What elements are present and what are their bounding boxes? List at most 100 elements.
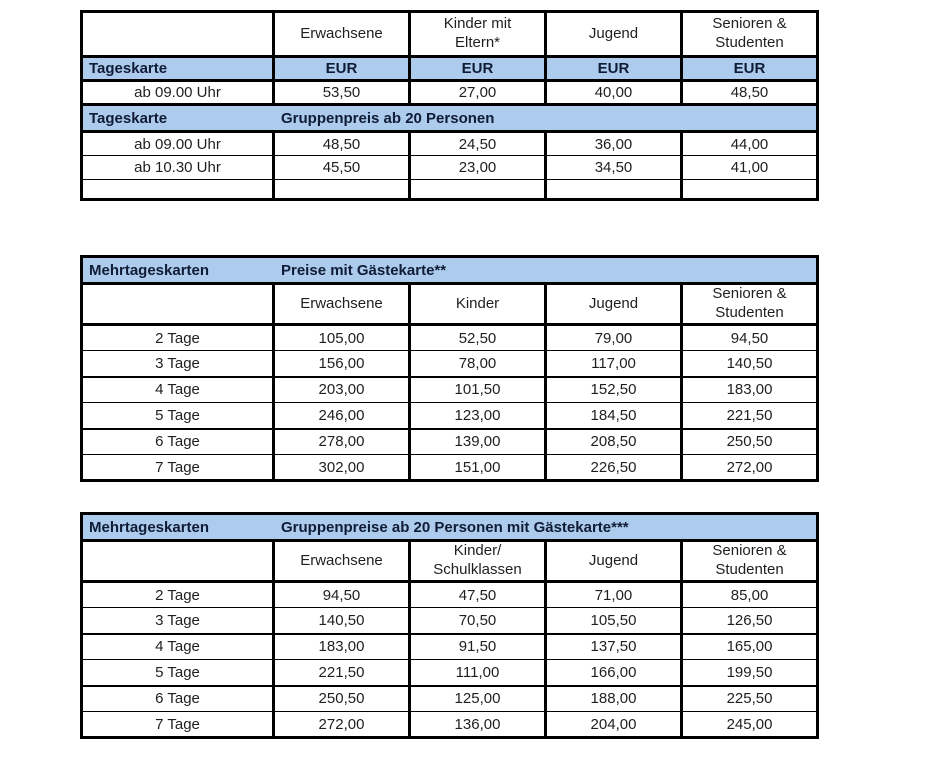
- price-cell: 183,00: [679, 375, 818, 403]
- column-header-erwachsene: Erwachsene: [272, 540, 410, 583]
- row-label: 7 Tage: [81, 454, 274, 481]
- row-label: 5 Tage: [81, 659, 274, 686]
- price-cell: 139,00: [408, 427, 546, 455]
- price-cell: 105,00: [272, 324, 410, 351]
- tageskarte-header-row: Erwachsene Kinder mit Eltern* Jugend Sen…: [81, 11, 818, 58]
- table-row: 2 Tage 105,00 52,50 79,00 94,50: [82, 324, 818, 351]
- table-row: 4 Tage 203,00 101,50 152,50 183,00: [81, 375, 818, 403]
- column-header-jugend: Jugend: [544, 540, 682, 583]
- price-cell: 136,00: [408, 711, 546, 738]
- price-cell: 140,50: [679, 350, 818, 377]
- band-label: Tageskarte: [89, 109, 168, 127]
- empty-row: [81, 179, 818, 200]
- table-row: ab 10.30 Uhr 45,50 23,00 34,50 41,00: [81, 155, 818, 180]
- price-cell: 250,50: [272, 684, 410, 712]
- row-label: ab 09.00 Uhr: [134, 84, 221, 101]
- mehrtageskarten-header-row: Erwachsene Kinder Jugend Senioren & Stud…: [81, 283, 818, 326]
- price-cell: 166,00: [544, 659, 682, 686]
- mehrtageskarten-gruppen-table: Mehrtageskarten Gruppenpreise ab 20 Pers…: [80, 512, 820, 739]
- price-cell: 48,50: [272, 131, 410, 156]
- price-cell: 40,00: [544, 80, 682, 105]
- price-cell: 24,50: [408, 131, 546, 156]
- row-label: 2 Tage: [155, 586, 200, 604]
- tageskarte-table: Erwachsene Kinder mit Eltern* Jugend Sen…: [80, 10, 819, 201]
- price-cell: 183,00: [272, 632, 410, 660]
- price-cell: 27,00: [408, 80, 546, 105]
- band-note: Gruppenpreise ab 20 Personen mit Gästeka…: [281, 518, 629, 536]
- table-row: 2 Tage 94,50 47,50 71,00 85,00: [82, 581, 818, 608]
- price-cell: 34,50: [544, 155, 682, 180]
- table-row: ab 09.00 Uhr 53,50 27,00 40,00 48,50: [82, 80, 818, 105]
- column-header-kinder: Kinder: [408, 283, 546, 326]
- eur-cell: EUR: [272, 55, 410, 82]
- table-row: 7 Tage 272,00 136,00 204,00 245,00: [81, 711, 818, 738]
- row-label: 3 Tage: [81, 350, 274, 377]
- column-header-jugend: Jugend: [544, 283, 682, 326]
- band-label: Mehrtageskarten: [89, 261, 210, 279]
- price-cell: 137,50: [544, 632, 682, 660]
- price-cell: 23,00: [408, 155, 546, 180]
- table-row: 5 Tage 221,50 111,00 166,00 199,50: [81, 659, 818, 686]
- table-row: 3 Tage 140,50 70,50 105,50 126,50: [81, 607, 818, 634]
- price-cell: 123,00: [408, 402, 546, 429]
- price-cell: 70,50: [408, 607, 546, 634]
- table-row: 6 Tage 250,50 125,00 188,00 225,50: [81, 684, 818, 712]
- price-cell: 188,00: [544, 684, 682, 712]
- price-cell: 221,50: [679, 402, 818, 429]
- price-cell: 71,00: [544, 581, 682, 608]
- price-cell: 203,00: [272, 375, 410, 403]
- column-header-jugend: Jugend: [544, 11, 682, 58]
- tageskarte-gruppenpreis-band-row: Tageskarte Gruppenpreis ab 20 Personen: [81, 103, 818, 133]
- price-cell: 246,00: [272, 402, 410, 429]
- price-cell: 221,50: [272, 659, 410, 686]
- row-label: 7 Tage: [81, 711, 274, 738]
- price-cell: 125,00: [408, 684, 546, 712]
- price-cell: 156,00: [272, 350, 410, 377]
- header-empty-cell: [81, 540, 274, 583]
- table-row: 7 Tage 302,00 151,00 226,50 272,00: [81, 454, 818, 481]
- price-cell: 272,00: [272, 711, 410, 738]
- price-cell: 272,00: [679, 454, 818, 481]
- row-label: ab 10.30 Uhr: [81, 155, 274, 180]
- header-empty-cell: [81, 283, 274, 326]
- column-header-senioren-studenten: Senioren & Studenten: [680, 11, 818, 58]
- column-header-erwachsene: Erwachsene: [272, 283, 410, 326]
- price-cell: 111,00: [408, 659, 546, 686]
- price-cell: 94,50: [679, 324, 818, 351]
- price-cell: 85,00: [679, 581, 818, 608]
- price-cell: 91,50: [408, 632, 546, 660]
- mehrtageskarten-gaestekarte-table: Mehrtageskarten Preise mit Gästekarte** …: [80, 255, 820, 482]
- price-cell: 199,50: [679, 659, 818, 686]
- column-header-erwachsene: Erwachsene: [272, 11, 410, 58]
- column-header-senioren-studenten: Senioren & Studenten: [679, 283, 818, 326]
- price-cell: 184,50: [544, 402, 682, 429]
- table-row: 6 Tage 278,00 139,00 208,50 250,50: [81, 427, 818, 455]
- price-cell: 48,50: [680, 80, 818, 105]
- band-label: Mehrtageskarten: [89, 518, 210, 536]
- price-cell: 152,50: [544, 375, 682, 403]
- table-row: 3 Tage 156,00 78,00 117,00 140,50: [81, 350, 818, 377]
- row-label: ab 09.00 Uhr: [134, 135, 221, 153]
- column-header-kinder-schulklassen: Kinder/ Schulklassen: [408, 540, 546, 583]
- price-cell: 45,50: [272, 155, 410, 180]
- row-label: 4 Tage: [81, 632, 274, 660]
- price-cell: 226,50: [544, 454, 682, 481]
- table-row: ab 09.00 Uhr 48,50 24,50 36,00 44,00: [82, 131, 818, 156]
- price-cell: 245,00: [679, 711, 818, 738]
- price-cell: 208,50: [544, 427, 682, 455]
- price-cell: 105,50: [544, 607, 682, 634]
- price-cell: 78,00: [408, 350, 546, 377]
- column-header-kinder-mit-eltern: Kinder mit Eltern*: [408, 11, 546, 58]
- price-cell: 36,00: [544, 131, 682, 156]
- price-cell: 151,00: [408, 454, 546, 481]
- price-cell: 117,00: [544, 350, 682, 377]
- mehrtageskarten-gruppen-header-row: Erwachsene Kinder/ Schulklassen Jugend S…: [81, 540, 818, 583]
- price-cell: 41,00: [680, 155, 818, 180]
- band-note: Preise mit Gästekarte**: [281, 261, 447, 279]
- row-label: 2 Tage: [155, 329, 200, 347]
- price-cell: 47,50: [408, 581, 546, 608]
- mehrtageskarten-band-row: Mehrtageskarten Preise mit Gästekarte**: [81, 255, 818, 285]
- price-cell: 79,00: [544, 324, 682, 351]
- eur-cell: EUR: [680, 55, 818, 82]
